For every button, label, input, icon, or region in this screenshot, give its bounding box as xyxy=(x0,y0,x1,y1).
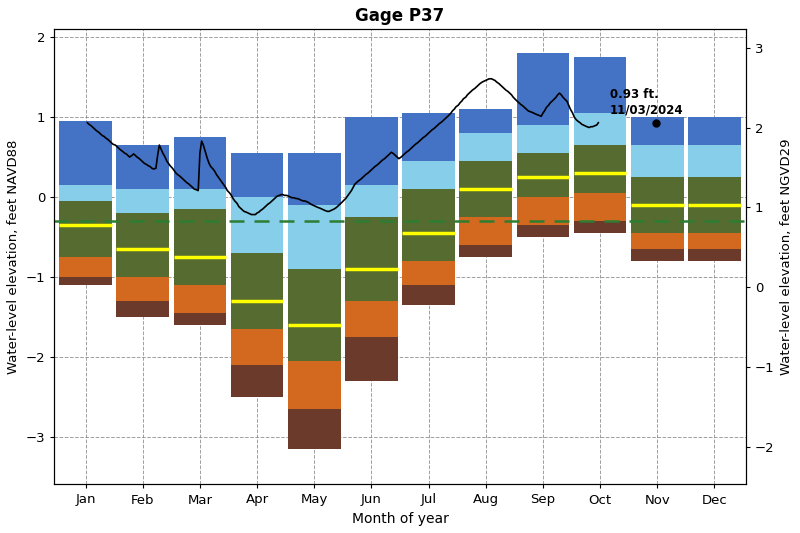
Bar xyxy=(288,409,341,449)
Bar xyxy=(688,145,741,177)
Bar xyxy=(459,245,512,257)
Bar xyxy=(174,313,226,325)
Bar xyxy=(174,189,226,209)
Bar xyxy=(117,301,169,317)
Bar xyxy=(631,117,683,145)
Bar xyxy=(688,233,741,249)
Bar xyxy=(631,145,683,177)
Y-axis label: Water-level elevation, feet NGVD29: Water-level elevation, feet NGVD29 xyxy=(780,139,793,375)
Bar xyxy=(345,301,398,337)
Bar xyxy=(517,125,570,153)
Bar xyxy=(230,329,283,365)
Bar xyxy=(574,193,626,221)
Bar xyxy=(517,225,570,237)
Bar xyxy=(517,197,570,225)
Bar xyxy=(631,233,683,249)
Bar xyxy=(688,249,741,261)
Bar xyxy=(459,109,512,133)
Bar xyxy=(459,161,512,217)
Bar xyxy=(517,53,570,125)
Bar xyxy=(59,277,112,285)
Bar xyxy=(402,113,455,161)
Bar xyxy=(345,217,398,301)
Bar xyxy=(574,221,626,233)
Bar xyxy=(688,117,741,145)
Bar xyxy=(59,185,112,201)
X-axis label: Month of year: Month of year xyxy=(351,512,449,526)
Bar xyxy=(345,185,398,217)
Bar xyxy=(517,153,570,197)
Bar xyxy=(631,249,683,261)
Bar xyxy=(288,205,341,269)
Bar xyxy=(402,261,455,285)
Bar xyxy=(230,365,283,397)
Bar xyxy=(117,213,169,277)
Bar xyxy=(174,209,226,285)
Bar xyxy=(402,285,455,305)
Bar xyxy=(230,253,283,329)
Text: 0.93 ft.
11/03/2024: 0.93 ft. 11/03/2024 xyxy=(610,88,683,116)
Bar xyxy=(631,177,683,233)
Bar xyxy=(402,161,455,189)
Bar xyxy=(288,361,341,409)
Bar xyxy=(59,201,112,257)
Bar xyxy=(230,197,283,253)
Bar xyxy=(59,257,112,277)
Bar xyxy=(459,133,512,161)
Y-axis label: Water-level elevation, feet NAVD88: Water-level elevation, feet NAVD88 xyxy=(7,140,20,374)
Bar xyxy=(574,57,626,113)
Bar xyxy=(59,121,112,185)
Bar xyxy=(230,153,283,197)
Bar xyxy=(459,217,512,245)
Bar xyxy=(117,277,169,301)
Bar xyxy=(174,285,226,313)
Bar xyxy=(117,189,169,213)
Bar xyxy=(288,153,341,205)
Bar xyxy=(688,177,741,233)
Bar xyxy=(402,189,455,261)
Bar xyxy=(288,269,341,361)
Bar xyxy=(574,113,626,145)
Bar xyxy=(174,137,226,189)
Bar xyxy=(574,145,626,193)
Bar xyxy=(345,337,398,381)
Title: Gage P37: Gage P37 xyxy=(355,7,445,25)
Bar xyxy=(117,145,169,189)
Bar xyxy=(345,117,398,185)
